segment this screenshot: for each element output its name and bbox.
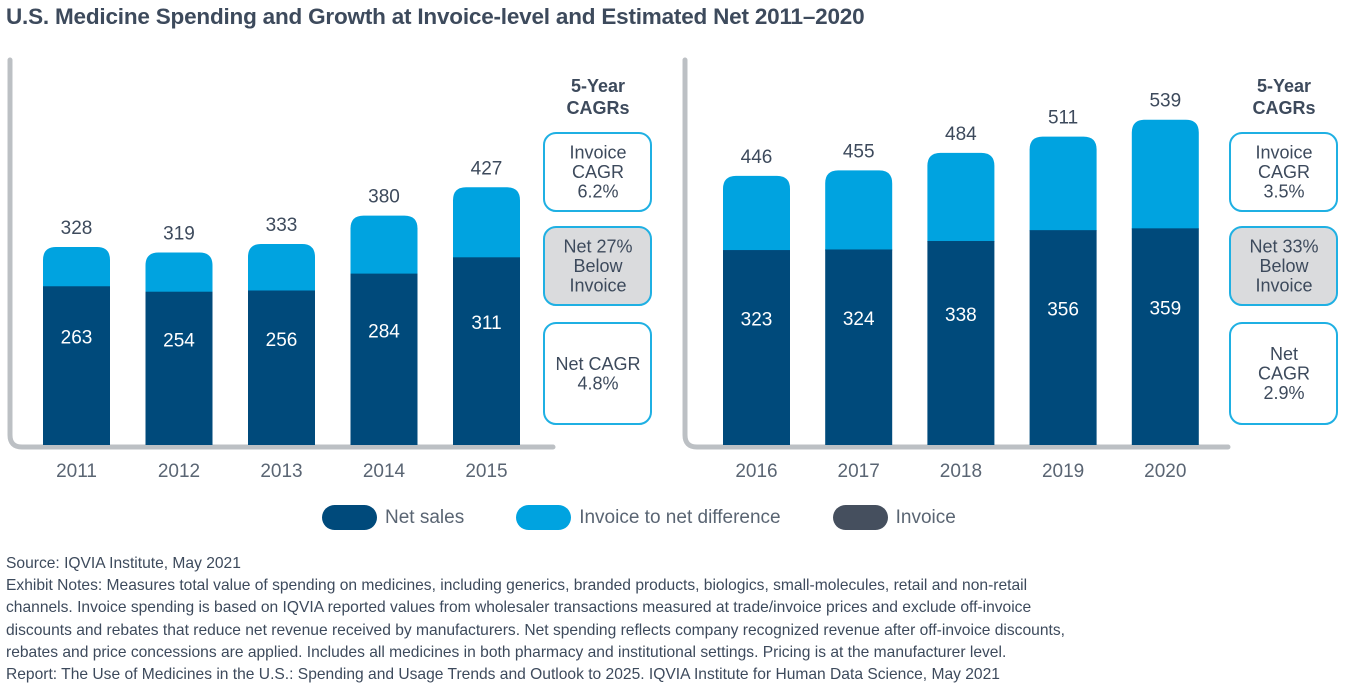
x-tick-label: 2013 bbox=[260, 461, 302, 482]
cagr-box-text: Net 27% bbox=[563, 237, 632, 257]
report-line: Report: The Use of Medicines in the U.S.… bbox=[6, 666, 1000, 684]
net-below-invoice-box bbox=[543, 226, 652, 306]
invoice-total-label: 333 bbox=[266, 215, 298, 236]
bar-net bbox=[927, 241, 995, 445]
bar-difference bbox=[927, 152, 995, 243]
net-value-label: 359 bbox=[1149, 299, 1181, 320]
notes-line: discounts and rebates that reduce net re… bbox=[6, 621, 1065, 639]
cagr-box-text: Net CAGR bbox=[555, 354, 640, 374]
invoice-total-label: 328 bbox=[61, 218, 93, 239]
legend-swatch-invoice bbox=[832, 505, 888, 530]
bar-net bbox=[145, 291, 213, 445]
cagr-box-text: Invoice bbox=[1255, 276, 1312, 296]
cagr-box-text: Net 33% bbox=[1249, 237, 1318, 257]
axis-line bbox=[7, 57, 556, 450]
invoice-total-label: 446 bbox=[741, 147, 773, 168]
exhibit-notes: Source: IQVIA Institute, May 2021 Exhibi… bbox=[6, 553, 1346, 686]
legend-item-net-sales: Net sales bbox=[322, 505, 464, 530]
bar-net bbox=[350, 273, 418, 445]
legend-label-difference: Invoice to net difference bbox=[579, 506, 781, 528]
legend-swatch-difference bbox=[516, 505, 572, 530]
bar-difference bbox=[723, 175, 790, 252]
legend: Net sales Invoice to net difference Invo… bbox=[322, 505, 1008, 530]
net-value-label: 284 bbox=[368, 321, 400, 342]
x-tick-label: 2012 bbox=[158, 461, 200, 482]
net-value-label: 323 bbox=[741, 310, 773, 331]
net-value-label: 324 bbox=[843, 309, 875, 330]
bar-net bbox=[1131, 228, 1199, 445]
bar-net bbox=[723, 250, 790, 445]
cagr-box bbox=[543, 322, 652, 425]
invoice-total-label: 455 bbox=[843, 141, 875, 162]
legend-item-difference: Invoice to net difference bbox=[516, 505, 781, 530]
source-line: Source: IQVIA Institute, May 2021 bbox=[6, 555, 241, 572]
bar-net bbox=[825, 249, 893, 445]
notes-line: channels. Invoice spending is based on I… bbox=[6, 599, 1032, 617]
invoice-total-label: 511 bbox=[1048, 108, 1078, 129]
cagr-box-text: CAGR bbox=[1258, 162, 1310, 182]
chart-title: U.S. Medicine Spending and Growth at Inv… bbox=[6, 4, 865, 29]
cagr-box bbox=[1229, 322, 1338, 425]
bar-net bbox=[1029, 230, 1097, 445]
bar-difference bbox=[43, 247, 110, 288]
cagr-box-text: Below bbox=[1259, 256, 1309, 276]
cagr-header: 5-Year bbox=[571, 76, 625, 96]
net-value-label: 338 bbox=[945, 305, 977, 326]
bar-net bbox=[43, 286, 110, 445]
cagr-header: CAGRs bbox=[1252, 98, 1315, 118]
cagr-box-text: 4.8% bbox=[577, 373, 618, 393]
net-below-invoice-box bbox=[1229, 226, 1338, 306]
net-value-label: 254 bbox=[163, 330, 195, 351]
invoice-total-label: 319 bbox=[163, 223, 195, 244]
notes-line: Exhibit Notes: Measures total value of s… bbox=[6, 577, 1028, 595]
bar-difference bbox=[145, 252, 213, 293]
bar-net bbox=[248, 290, 315, 445]
chart-canvas: 263 328 2011 254 319 2012 256 333 2013 284 380 2014… bbox=[7, 57, 1338, 482]
bar-difference bbox=[248, 244, 315, 292]
bar-difference bbox=[825, 170, 893, 251]
notes-line: rebates and price concessions are applie… bbox=[6, 643, 1007, 661]
legend-item-invoice: Invoice bbox=[832, 505, 956, 530]
cagr-box-text: Below bbox=[573, 256, 623, 276]
invoice-total-label: 427 bbox=[471, 158, 503, 179]
bar-difference bbox=[1131, 119, 1199, 230]
cagr-box-text: Net bbox=[1270, 344, 1298, 364]
cagr-box-text: 3.5% bbox=[1263, 182, 1304, 202]
cagr-box-text: Invoice bbox=[569, 143, 626, 163]
x-tick-label: 2018 bbox=[940, 461, 982, 482]
cagr-box-text: CAGR bbox=[1258, 364, 1310, 384]
cagr-box-text: CAGR bbox=[572, 162, 624, 182]
x-tick-label: 2015 bbox=[465, 461, 507, 482]
x-tick-label: 2014 bbox=[363, 461, 406, 482]
x-tick-label: 2011 bbox=[56, 461, 97, 482]
cagr-box-text: Invoice bbox=[1255, 143, 1312, 163]
invoice-total-label: 484 bbox=[945, 124, 977, 145]
cagr-box-text: 2.9% bbox=[1263, 383, 1304, 403]
legend-label-invoice: Invoice bbox=[895, 506, 956, 528]
cagr-header: CAGRs bbox=[566, 98, 629, 118]
bar-difference bbox=[453, 187, 520, 259]
x-tick-label: 2020 bbox=[1144, 461, 1186, 482]
invoice-total-label: 539 bbox=[1149, 91, 1181, 112]
cagr-box-text: Invoice bbox=[569, 276, 626, 296]
x-tick-label: 2017 bbox=[838, 461, 880, 482]
invoice-total-label: 380 bbox=[368, 187, 400, 208]
net-value-label: 311 bbox=[471, 313, 501, 334]
cagr-header: 5-Year bbox=[1257, 76, 1311, 96]
legend-swatch-net-sales bbox=[322, 505, 377, 530]
net-value-label: 256 bbox=[266, 330, 298, 351]
bar-difference bbox=[1029, 136, 1097, 232]
legend-label-net-sales: Net sales bbox=[385, 506, 465, 528]
cagr-box-text: 6.2% bbox=[577, 182, 618, 202]
cagr-box bbox=[543, 132, 652, 212]
cagr-box bbox=[1229, 132, 1338, 212]
x-tick-label: 2016 bbox=[735, 461, 777, 482]
axis-line bbox=[682, 57, 1231, 450]
net-value-label: 356 bbox=[1047, 300, 1079, 321]
x-tick-label: 2019 bbox=[1042, 461, 1084, 482]
net-value-label: 263 bbox=[61, 328, 93, 349]
bar-difference bbox=[350, 215, 418, 275]
bar-net bbox=[453, 257, 520, 445]
